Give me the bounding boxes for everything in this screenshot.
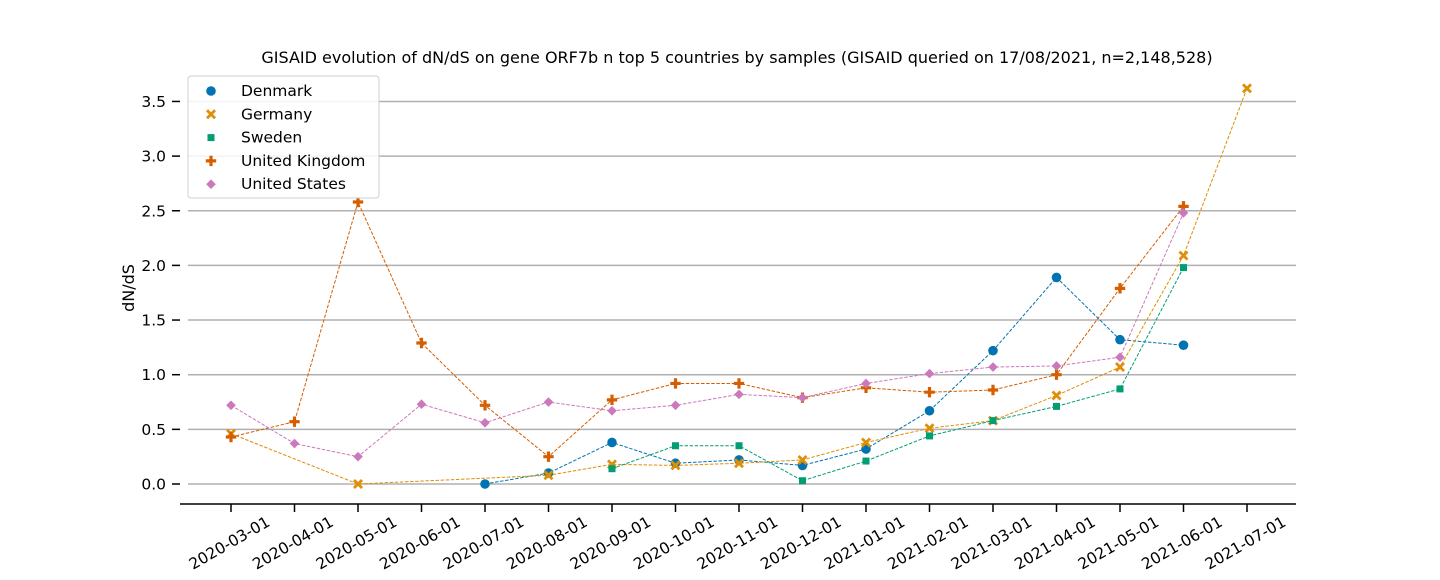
data-point-united-states — [861, 378, 871, 389]
legend-marker-united-states — [206, 179, 216, 189]
data-point-united-states — [988, 362, 998, 372]
data-point-united-states — [226, 400, 236, 411]
data-point-sweden — [862, 457, 870, 465]
data-point-sweden — [1053, 402, 1060, 410]
data-point-denmark — [543, 468, 554, 478]
data-point-sweden — [672, 442, 679, 450]
y-tick-label: 1.5 — [141, 312, 166, 330]
data-point-united-states — [289, 438, 300, 449]
data-point-denmark — [1115, 334, 1125, 345]
data-point-sweden — [735, 442, 743, 450]
legend-label-united-kingdom: United Kingdom — [241, 152, 365, 170]
data-point-germany — [353, 479, 363, 489]
data-point-united-states — [1051, 361, 1062, 371]
data-point-united-kingdom — [1051, 369, 1062, 380]
data-point-united-states — [797, 392, 808, 403]
series-sweden — [608, 264, 1187, 485]
legend-box — [187, 75, 380, 199]
data-point-united-states — [1115, 352, 1125, 363]
data-point-denmark — [607, 437, 617, 448]
data-point-germany — [734, 458, 744, 469]
y-tick-label: 2.0 — [141, 257, 166, 275]
data-point-united-states — [353, 451, 363, 462]
legend-marker-united-kingdom — [205, 155, 217, 167]
series-germany — [226, 83, 1252, 489]
data-point-germany — [1178, 250, 1189, 261]
y-axis-label: dN/dS — [119, 264, 138, 312]
data-point-germany — [861, 437, 871, 448]
series-line-united-kingdom — [230, 200, 1184, 458]
series-united-kingdom — [225, 196, 1189, 462]
y-tick-label: 2.5 — [141, 202, 166, 220]
y-tick-label: 3.0 — [141, 148, 166, 166]
data-point-united-kingdom — [1114, 283, 1126, 294]
data-point-germany — [1242, 83, 1252, 94]
data-point-germany — [797, 454, 808, 465]
y-tick-label: 3.5 — [141, 93, 166, 111]
data-point-united-states — [416, 399, 427, 410]
data-point-united-kingdom — [924, 386, 935, 398]
data-point-united-kingdom — [606, 394, 618, 406]
data-point-united-kingdom — [352, 196, 364, 208]
series-line-united-states — [230, 212, 1184, 458]
data-point-united-kingdom — [289, 416, 300, 427]
data-point-germany — [1115, 362, 1125, 373]
data-point-united-kingdom — [543, 451, 554, 462]
legend-label-germany: Germany — [241, 105, 312, 123]
data-point-united-states — [924, 368, 935, 379]
data-point-denmark — [1178, 340, 1189, 350]
data-point-denmark — [480, 479, 490, 489]
legend-label-sweden: Sweden — [241, 129, 302, 147]
data-point-united-states — [480, 417, 490, 428]
data-point-germany — [924, 423, 935, 434]
data-point-united-states — [543, 397, 554, 407]
data-point-united-kingdom — [987, 384, 999, 396]
series-line-denmark — [484, 276, 1184, 485]
data-point-united-states — [670, 400, 681, 411]
data-point-germany — [670, 460, 681, 471]
data-point-united-states — [734, 389, 744, 400]
chart-title: GISAID evolution of dN/dS on gene ORF7b … — [261, 48, 1212, 67]
series-line-germany — [230, 88, 1248, 485]
legend-label-united-states: United States — [241, 175, 346, 193]
data-point-denmark — [670, 458, 681, 469]
data-point-united-states — [1178, 208, 1189, 218]
data-point-sweden — [608, 465, 616, 473]
series-united-states — [226, 208, 1189, 462]
data-point-united-kingdom — [733, 378, 745, 389]
data-point-denmark — [924, 405, 935, 416]
data-point-denmark — [1051, 272, 1062, 283]
legend: Denmark Germany Sweden United Kingdom United… — [187, 75, 380, 199]
series-denmark — [480, 272, 1189, 489]
legend-marker-denmark — [206, 86, 216, 96]
data-point-germany — [543, 470, 554, 481]
data-point-united-kingdom — [670, 378, 681, 389]
y-tick-label: 0.5 — [141, 421, 166, 439]
series-line-sweden — [611, 267, 1184, 482]
data-point-united-kingdom — [416, 337, 427, 349]
data-point-sweden — [799, 477, 806, 485]
data-point-sweden — [989, 417, 997, 425]
data-point-germany — [1051, 390, 1062, 401]
data-point-denmark — [988, 345, 998, 356]
data-point-sweden — [926, 432, 933, 440]
y-tick-label: 1.0 — [141, 366, 166, 384]
data-point-sweden — [1116, 385, 1124, 393]
data-point-sweden — [1180, 264, 1187, 272]
series-group — [225, 83, 1252, 489]
legend-marker-sweden — [207, 134, 215, 142]
data-point-united-kingdom — [479, 400, 491, 411]
data-point-united-kingdom — [225, 431, 237, 443]
data-point-united-states — [607, 405, 617, 416]
y-tick-label: 0.0 — [141, 476, 166, 494]
legend-label-denmark: Denmark — [241, 82, 312, 100]
legend-marker-germany — [206, 109, 216, 120]
